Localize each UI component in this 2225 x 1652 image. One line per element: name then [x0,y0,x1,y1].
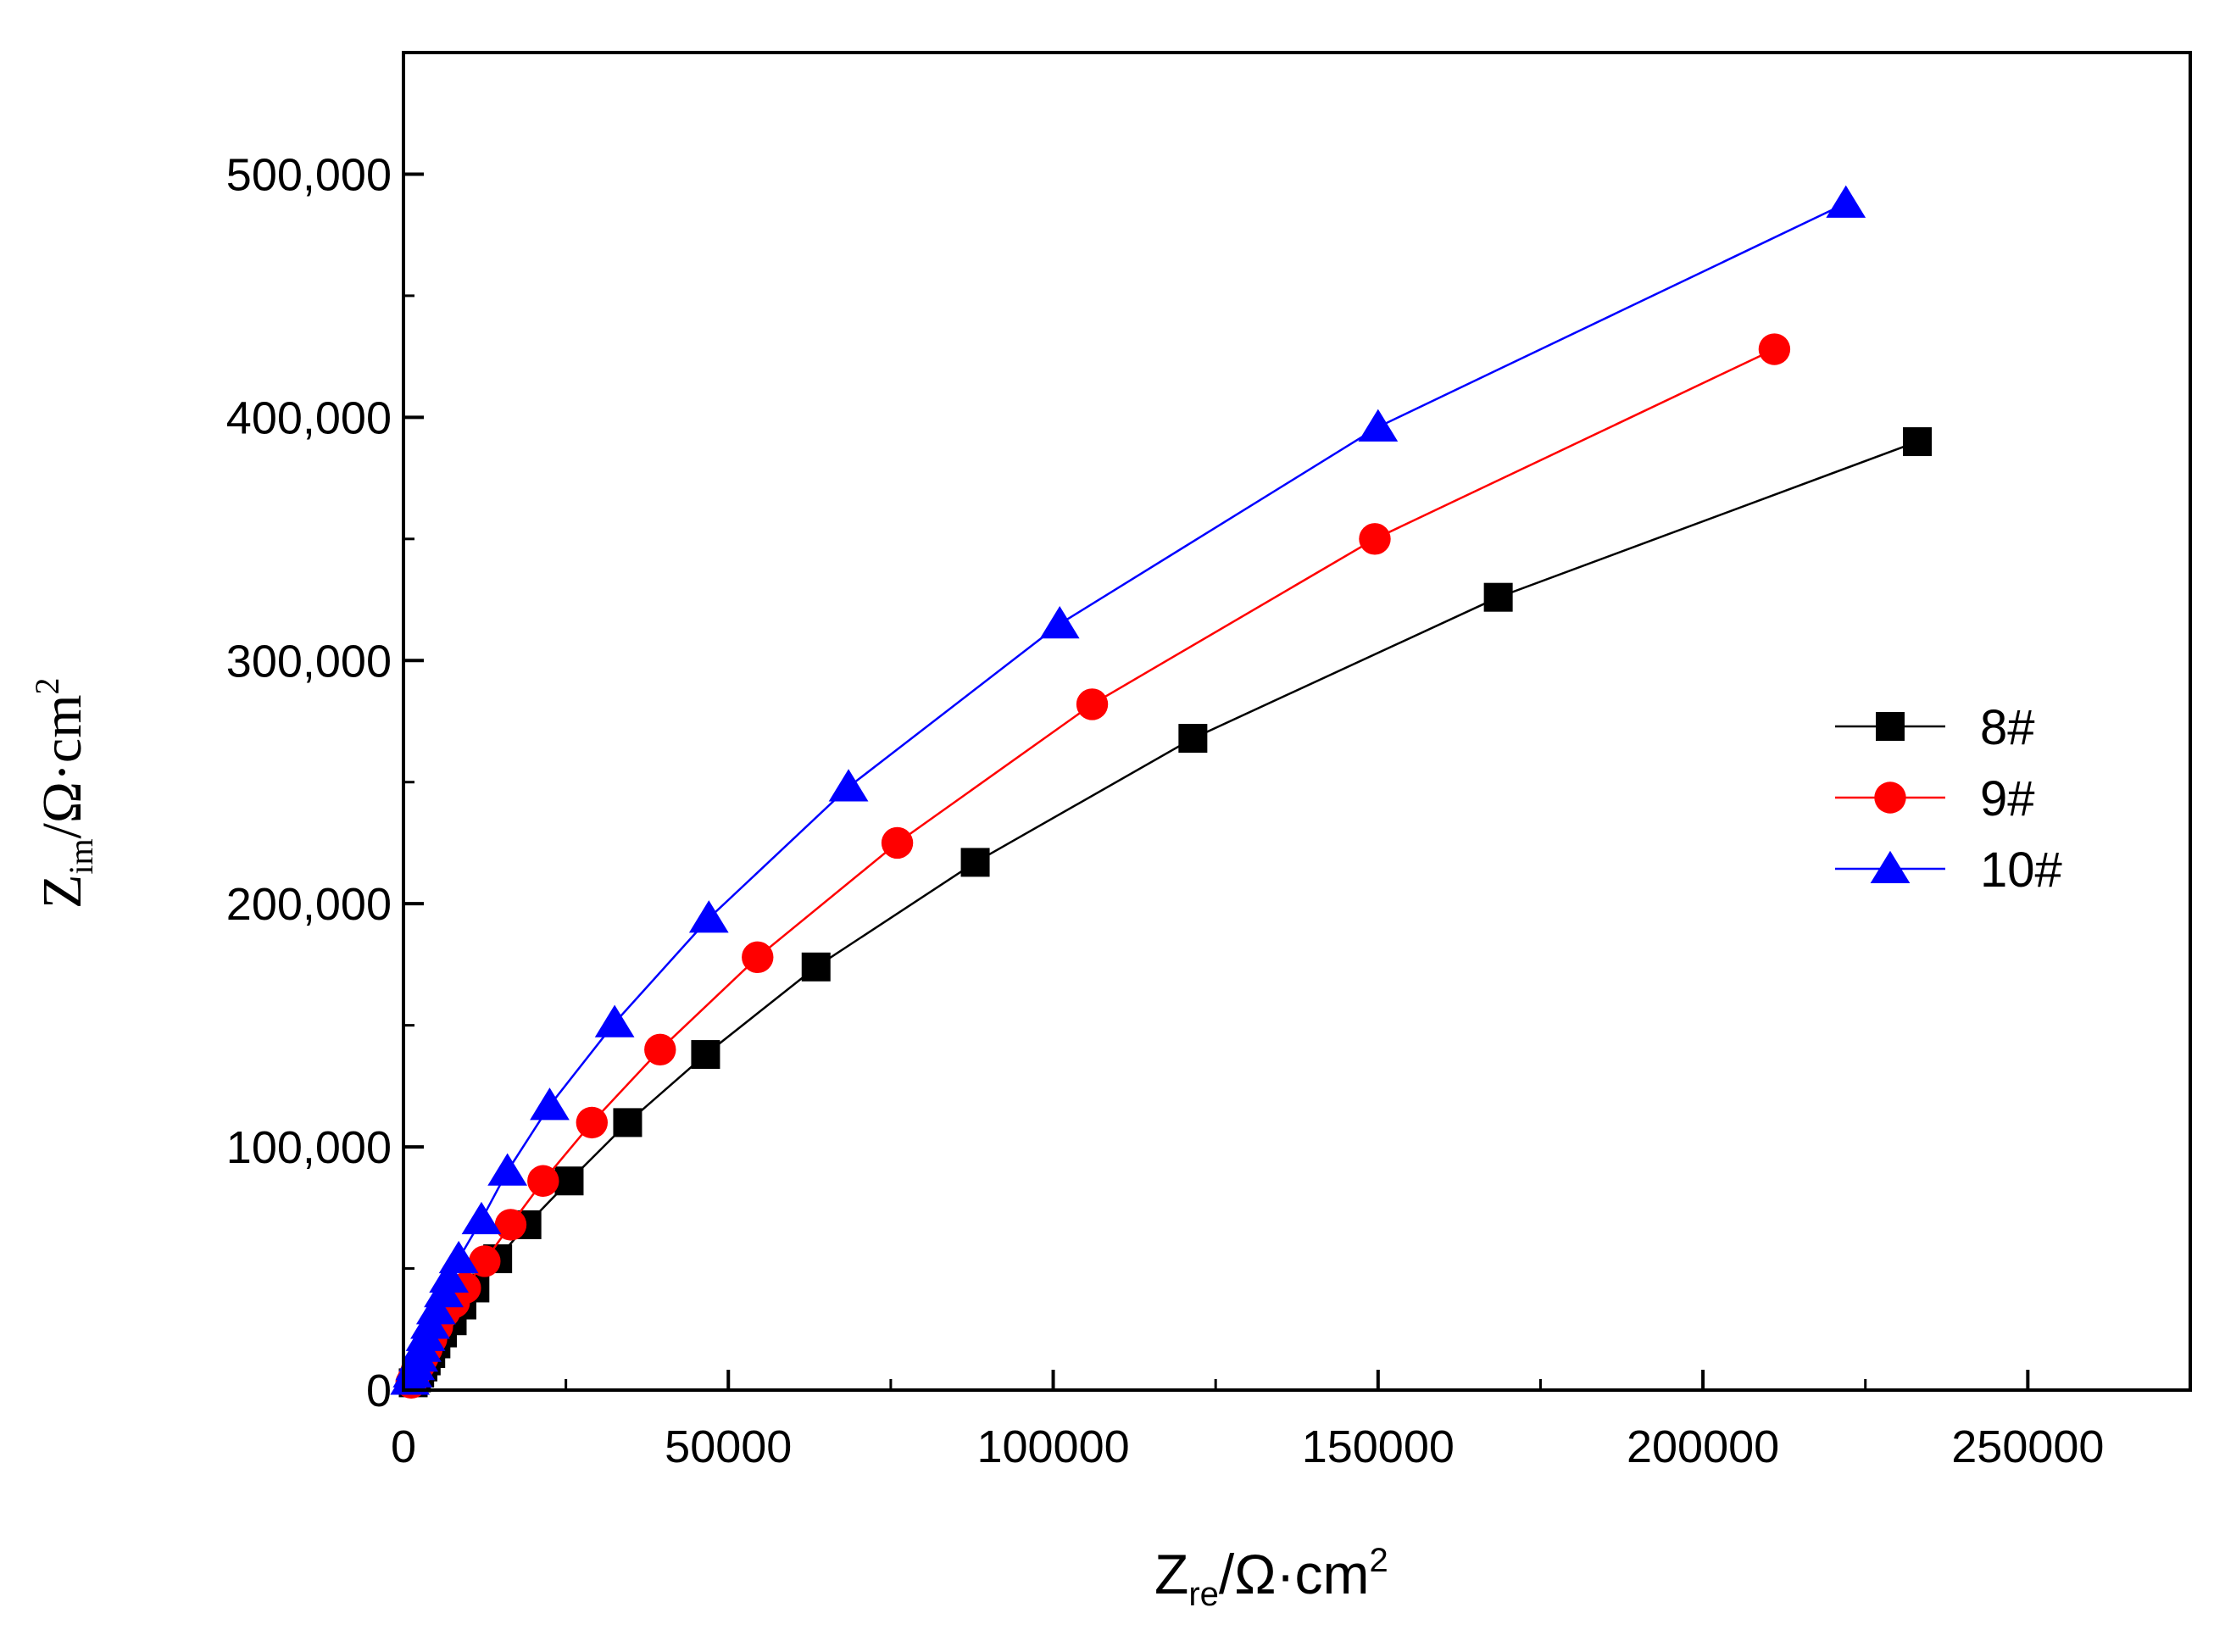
legend-label: 8# [1980,700,2035,755]
legend-item: 8# [1835,700,2035,755]
data-point [691,1040,720,1070]
legend: 8# 9# 10# [1835,700,2062,898]
data-point [881,826,914,859]
y-tick-label: 100,000 [226,1122,392,1173]
y-axis-ticks: 0 100,000 200,000 300,000 400,000 500,000 [226,51,424,1416]
legend-label: 10# [1980,843,2062,898]
y-tick-label: 300,000 [226,636,392,687]
legend-marker [1874,782,1906,814]
y-tick-label: 0 [366,1366,392,1416]
data-point [487,1153,528,1186]
data-point [1358,409,1399,442]
y-tick-label: 200,000 [226,879,392,930]
data-point [461,1201,502,1235]
data-point [554,1166,584,1196]
data-point [828,769,869,802]
y-tick-label: 400,000 [226,392,392,443]
data-point [594,1004,635,1037]
x-tick-label: 200000 [1627,1421,1779,1472]
data-point [527,1165,559,1197]
data-point [576,1106,608,1139]
data-point [688,900,729,933]
data-series [390,185,1933,1399]
data-point [1483,582,1513,612]
data-point [415,1292,456,1325]
data-point [1076,688,1109,720]
data-point [1826,185,1866,218]
legend-item: 9# [1835,771,2035,826]
plot-frame [402,51,2192,1392]
x-tick-label: 50000 [665,1421,792,1472]
data-point [1903,427,1933,457]
x-axis-ticks: 0 50000 100000 150000 200000 250000 [391,1370,2104,1472]
legend-marker [1876,712,1905,741]
data-point [1178,724,1208,754]
x-tick-label: 100000 [976,1421,1129,1472]
data-point [1758,333,1791,365]
data-point [801,952,831,982]
data-point [742,941,774,974]
data-point [644,1033,676,1066]
legend-item: 10# [1835,843,2062,898]
data-point [1039,605,1080,639]
y-axis-title: Zim/Ω·cm2 [28,677,100,909]
x-tick-label: 0 [391,1421,416,1472]
data-point [429,1260,470,1293]
x-tick-label: 250000 [1951,1421,2104,1472]
data-point [960,848,990,877]
data-point [494,1209,527,1241]
data-point [613,1108,642,1137]
y-tick-label: 500,000 [226,149,392,200]
data-point [1359,523,1391,555]
data-point [530,1087,570,1121]
legend-marker [1870,850,1911,883]
x-tick-label: 150000 [1302,1421,1455,1472]
data-point [469,1245,501,1277]
data-point [438,1240,479,1274]
legend-label: 9# [1980,771,2035,826]
x-axis-title: Zre/Ω·cm2 [1154,1542,1388,1613]
